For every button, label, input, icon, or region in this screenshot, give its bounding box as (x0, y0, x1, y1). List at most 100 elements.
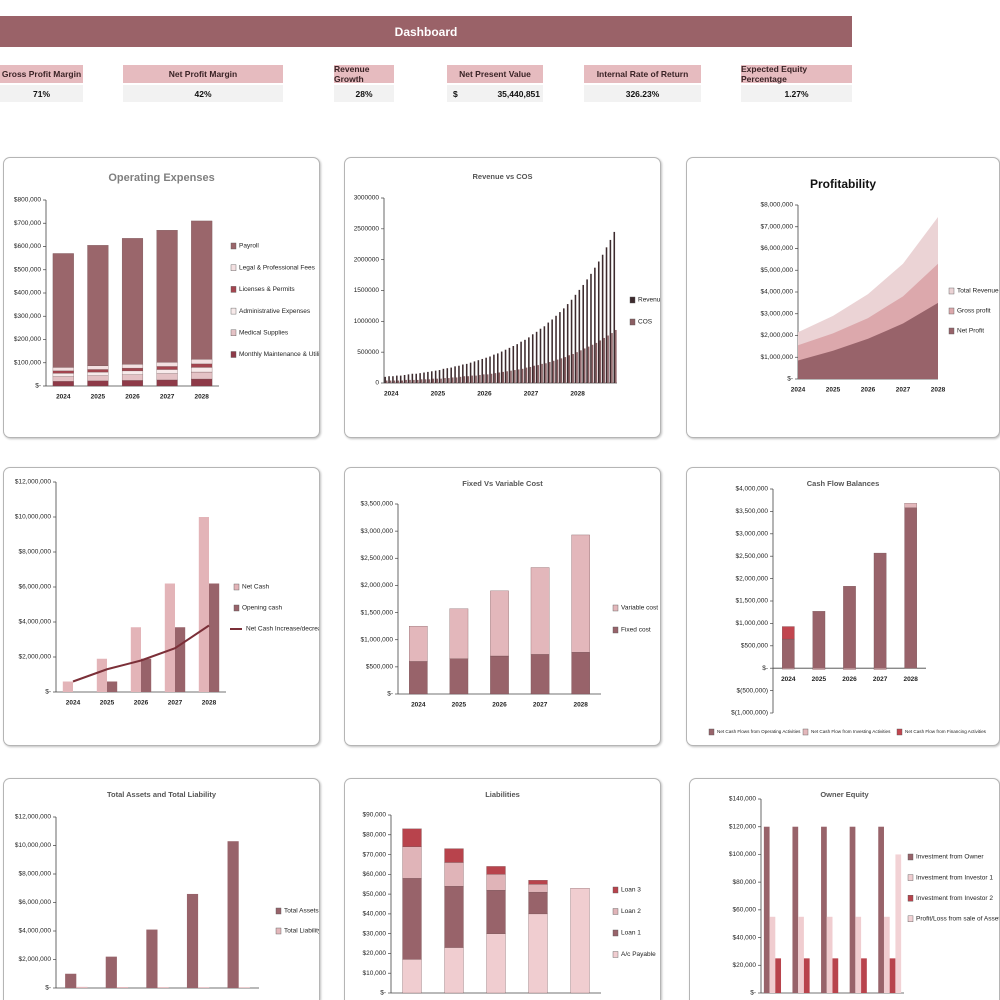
bar (458, 365, 460, 383)
y-tick-label: 1500000 (354, 287, 380, 294)
legend-label: Opening cash (242, 605, 282, 612)
legend-label: Net Cash Increase/decrease (246, 626, 319, 633)
x-tick-label: 2024 (66, 700, 81, 707)
x-tick-label: 2027 (873, 676, 888, 683)
legend-swatch (230, 264, 237, 271)
y-tick-label: $4,000,000 (760, 289, 793, 296)
legend-swatch (230, 329, 237, 337)
bar (539, 328, 542, 383)
bar-segment (570, 888, 590, 994)
bar-segment (530, 567, 550, 655)
x-tick-label: 2028 (194, 394, 209, 401)
bar (595, 342, 598, 383)
bar (533, 365, 536, 383)
y-tick-label: $2,500,000 (735, 553, 768, 560)
chart-panel: Revenue vs COS 0 500000 1000000 1500000 20000… (344, 157, 661, 438)
x-tick-label: 2025 (812, 676, 827, 683)
legend-label: A/c Payable (621, 951, 656, 958)
chart-panel: Fixed Vs Variable Cost $- $500,000 $1,000,0… (344, 467, 661, 746)
bar-segment (402, 878, 422, 960)
bar (438, 370, 441, 383)
legend-swatch (708, 728, 715, 736)
bar (560, 358, 563, 383)
bar (603, 337, 605, 383)
x-tick-label: 2024 (791, 387, 806, 394)
bar-segment (444, 848, 464, 863)
bar (552, 360, 555, 383)
bar-segment (812, 611, 826, 669)
chart: Operating Expenses $- $100,000 $200,000 $300… (14, 172, 319, 401)
y-tick-label: $2,000,000 (760, 332, 793, 339)
y-tick-label: 1000000 (354, 318, 380, 325)
legend-label: Net Cash (242, 584, 269, 591)
y-tick-label: $400,000 (14, 290, 41, 297)
chart-panel: Operating Expenses $- $100,000 $200,000 $300… (3, 157, 320, 438)
bar (440, 378, 442, 383)
bar (105, 956, 117, 988)
x-tick-label: 2027 (524, 391, 539, 398)
bar-segment (52, 367, 74, 372)
y-tick-label: $70,000 (363, 851, 387, 858)
bar (605, 247, 608, 383)
y-tick-label: $2,000,000 (735, 575, 768, 582)
bar (130, 627, 141, 692)
y-tick-label: $2,000,000 (18, 654, 51, 661)
legend-swatch (233, 583, 240, 591)
bar-segment (843, 668, 856, 670)
bar-segment (782, 626, 795, 640)
y-tick-label: $10,000,000 (15, 842, 52, 849)
bar-segment (156, 362, 178, 367)
x-tick-label: 2024 (781, 676, 796, 683)
bar (855, 916, 862, 993)
legend-swatch (896, 728, 903, 736)
kpi-value: 28% (334, 85, 394, 102)
legend-label: Variable cost (621, 605, 658, 612)
legend-label: Profit/Loss from sale of Assets (916, 916, 999, 923)
chart-panel: Liabilities $- $10,000 $20,000 $30,000 $40,00… (344, 778, 661, 1000)
legend-swatch (802, 728, 809, 736)
chart-panel: Profitability $- $1,000,000 $2,000,000 $3,00… (686, 157, 1000, 438)
y-tick-label: $600,000 (14, 243, 41, 250)
bar (65, 973, 77, 988)
chart-panel: Owner Equity $- $20,000 $40,000 $60,000 $80,0… (689, 778, 1000, 1000)
legend-swatch (612, 604, 619, 612)
bar (198, 987, 210, 988)
bar-segment (156, 366, 178, 370)
bar (485, 357, 487, 383)
bar (479, 374, 481, 383)
bar (494, 373, 497, 383)
y-tick-label: $20,000 (733, 962, 757, 969)
bar (849, 826, 856, 993)
legend-label: Payroll (239, 243, 259, 250)
x-tick-label: 2028 (202, 700, 217, 707)
bar (590, 273, 592, 383)
bar (419, 373, 421, 383)
bar (537, 365, 539, 383)
bar (432, 378, 435, 383)
legend-label: Fixed cost (621, 627, 651, 634)
chart-title: Revenue vs COS (472, 172, 532, 181)
y-tick-label: $- (787, 376, 793, 383)
bar (570, 299, 573, 383)
y-tick-label: $1,000,000 (735, 620, 768, 627)
bar (403, 374, 406, 383)
kpi-label: Expected Equity Percentage (741, 64, 852, 84)
bar (528, 337, 530, 383)
y-tick-label: 2000000 (354, 256, 380, 263)
bar (551, 319, 553, 383)
bar (531, 334, 534, 383)
y-tick-label: 500000 (357, 349, 379, 356)
y-tick-label: $- (45, 985, 51, 992)
y-tick-label: 0 (375, 380, 379, 387)
legend-swatch (230, 286, 237, 293)
y-tick-label: $7,000,000 (760, 223, 793, 230)
legend-label: Loan 1 (621, 930, 641, 937)
bar (601, 254, 604, 383)
bar (388, 376, 390, 383)
bar-segment (402, 959, 422, 994)
bar (434, 370, 437, 383)
bar (164, 583, 175, 692)
legend-label: Monthly Maintenance & Utilities (239, 351, 319, 358)
bar (397, 380, 400, 383)
kpi-value: 326.23% (584, 85, 701, 102)
